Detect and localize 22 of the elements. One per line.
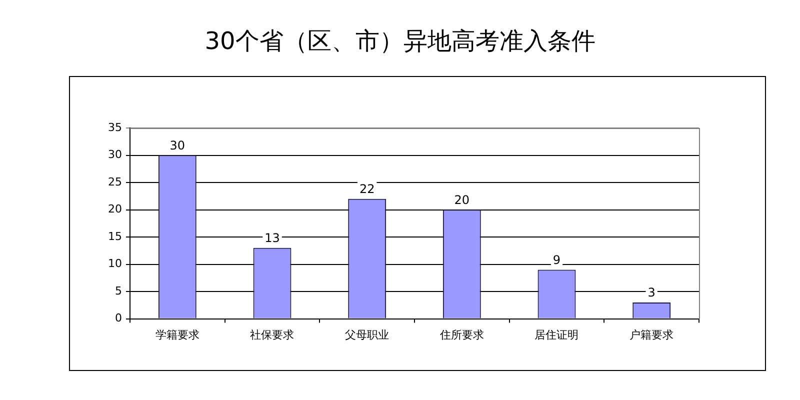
x-tick-label: 居住证明 bbox=[534, 328, 579, 342]
x-tick-label: 社保要求 bbox=[250, 328, 294, 342]
data-label: 22 bbox=[359, 182, 375, 196]
data-label: 30 bbox=[170, 138, 186, 152]
y-tick-label: 0 bbox=[114, 312, 122, 325]
x-tick-label: 学籍要求 bbox=[155, 328, 200, 342]
y-tick-label: 10 bbox=[108, 257, 122, 270]
y-tick-label: 5 bbox=[114, 284, 122, 298]
data-label: 3 bbox=[648, 286, 656, 300]
y-tick-label: 30 bbox=[108, 148, 122, 162]
x-tick-label: 父母职业 bbox=[345, 328, 390, 342]
y-tick-label: 15 bbox=[108, 230, 122, 243]
y-tick-label: 35 bbox=[108, 120, 122, 134]
chart-frame: 学籍要求 社保要求 父母职业 住所要求 居住证明 户籍要求 0 5 10 15 20 25 30 35 30 13 22 20 9 3 bbox=[69, 76, 766, 371]
y-tick-label: 25 bbox=[108, 175, 122, 188]
x-tick-label: 住所要求 bbox=[440, 328, 484, 342]
data-label: 9 bbox=[552, 252, 561, 267]
data-label: 20 bbox=[454, 192, 470, 207]
data-label: 13 bbox=[264, 231, 280, 246]
chart-title: 30个省（区、市）异地高考准入条件 bbox=[204, 26, 596, 57]
x-tick-label: 户籍要求 bbox=[630, 328, 674, 342]
y-tick-label: 20 bbox=[108, 202, 122, 216]
